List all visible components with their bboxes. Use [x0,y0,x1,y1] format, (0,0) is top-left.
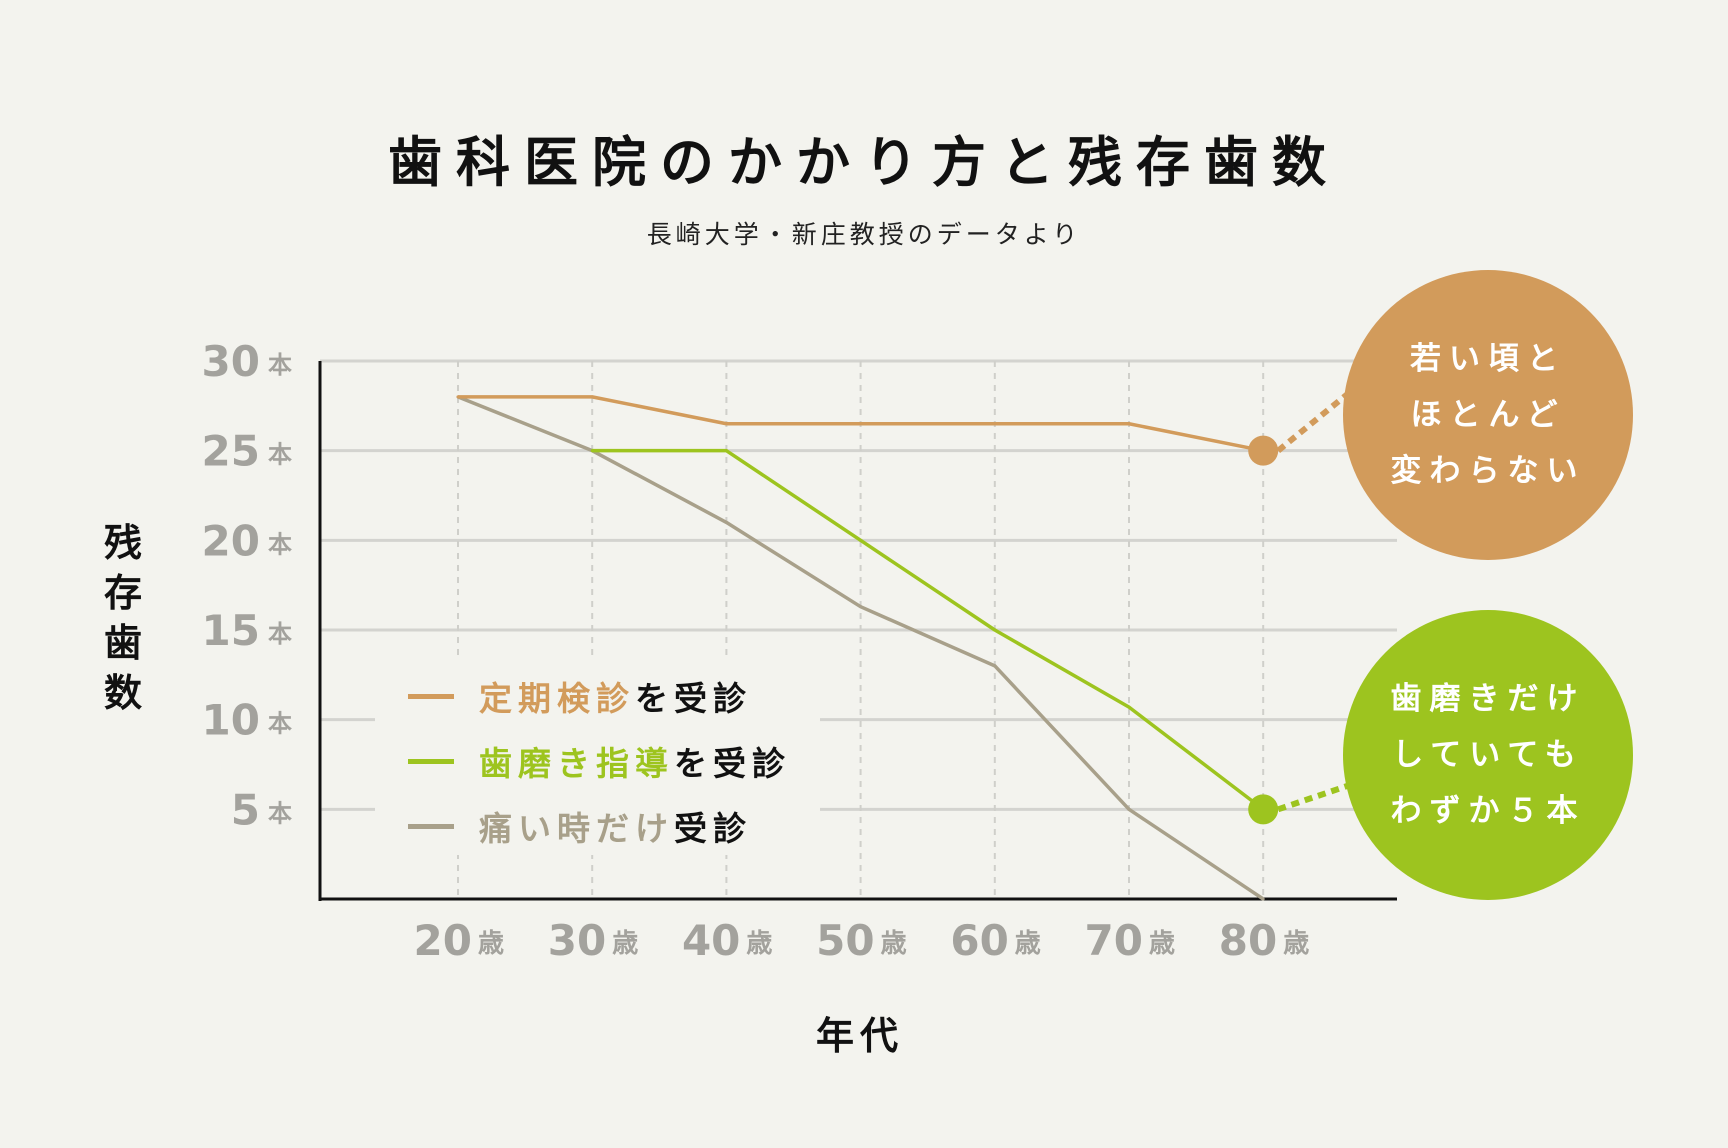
annotation-connector [1276,389,1352,453]
legend-item-brushing-guidance: 歯磨き指導 を受診 [408,737,791,785]
data-point [859,538,863,542]
y-axis-title: 残存歯数 [103,521,142,715]
annotation-bubble-brushing: 歯磨きだけ していても わずか５本 [1343,610,1633,900]
y-tick-label: 15 [202,606,260,655]
y-tick-unit: 本 [268,620,292,648]
data-point [859,422,863,426]
annotation-line: ほとんど [1410,397,1566,433]
x-tick-label: 80 [1219,916,1277,965]
y-tick-label: 5 [231,785,260,834]
y-tick-unit: 本 [268,799,292,827]
data-point [724,422,728,426]
y-tick-label: 20 [202,516,260,565]
data-point [859,605,863,609]
legend-label: 定期検診 [479,679,635,718]
annotation-marker [1248,794,1279,825]
data-point [1261,897,1265,901]
legend-background [375,655,820,855]
x-tick-label: 40 [682,916,740,965]
x-tick-unit: 歳 [612,929,638,959]
data-point [1127,422,1131,426]
legend-label: 痛い時だけ [479,809,674,848]
x-tick-label: 20 [414,916,472,965]
data-point [993,422,997,426]
chart-title: 歯科医院のかかり方と残存歯数 [388,131,1340,194]
series-line [592,448,1265,811]
x-tick-unit: 歳 [1015,929,1041,959]
legend-swatch [408,823,454,829]
data-point [993,664,997,668]
legend-swatch [408,693,454,699]
y-tick-unit: 本 [268,530,292,558]
y-tick-unit: 本 [268,441,292,469]
annotation-connector [1277,782,1351,813]
x-tick-label: 30 [548,916,606,965]
y-tick-unit: 本 [268,710,292,738]
legend-item-only-when-painful: 痛い時だけ 受診 [408,802,752,850]
annotation-line: 若い頃と [1410,341,1566,377]
data-point [724,520,728,524]
data-point [993,628,997,632]
chart-subtitle: 長崎大学・新庄教授のデータより [646,220,1082,249]
x-tick-unit: 歳 [1283,929,1309,959]
data-point [724,449,728,453]
annotation-line: 変わらない [1390,453,1586,489]
x-tick-label: 70 [1085,916,1143,965]
legend-label-suffix: を受診 [635,679,752,718]
data-point [590,449,594,453]
data-point [1127,807,1131,811]
x-tick-unit: 歳 [478,929,504,959]
data-point [456,395,460,399]
x-tick-unit: 歳 [746,929,772,959]
x-tick-unit: 歳 [1149,929,1175,959]
data-point [1127,705,1131,709]
legend-label-suffix: 受診 [674,809,752,848]
x-tick-unit: 歳 [881,929,907,959]
x-axis-title: 年代 [815,1014,904,1058]
annotation-bubble-regular: 若い頃と ほとんど 変わらない [1343,270,1633,560]
y-tick-label: 30 [202,337,260,386]
x-tick-label: 60 [950,916,1008,965]
legend-item-regular-checkup: 定期検診 を受診 [408,672,752,720]
y-tick-label: 10 [202,696,260,745]
y-tick-unit: 本 [268,351,292,379]
annotation-line: していても [1392,737,1584,773]
annotation-marker [1248,435,1279,466]
legend-label-suffix: を受診 [674,744,791,783]
annotation-line: 歯磨きだけ [1390,681,1586,717]
y-tick-label: 25 [202,427,260,476]
data-point [590,395,594,399]
legend-label: 歯磨き指導 [479,744,674,783]
x-tick-label: 50 [816,916,874,965]
legend-swatch [408,758,454,764]
annotation-line: わずか５本 [1390,793,1586,829]
